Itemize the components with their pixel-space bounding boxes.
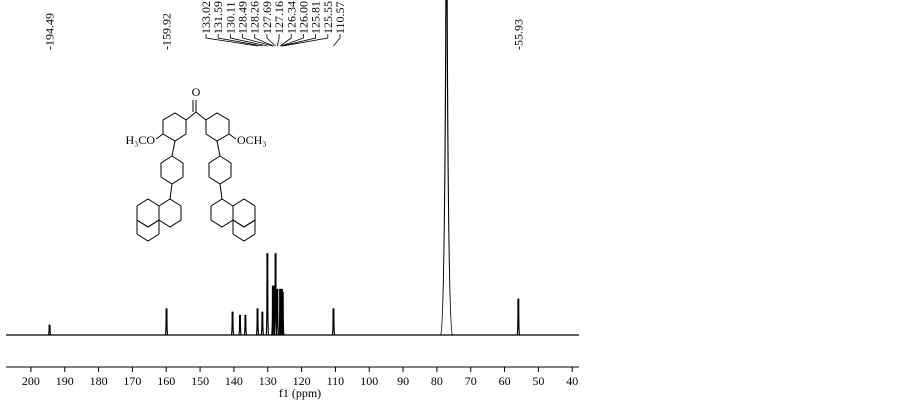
- peak: [243, 314, 248, 336]
- peak: [331, 308, 336, 336]
- leader-line: [333, 34, 341, 47]
- peak-label: 131.59: [211, 1, 225, 34]
- x-tick-label: 100: [360, 374, 378, 388]
- x-tick-label: 80: [431, 374, 443, 388]
- peak: [255, 308, 260, 336]
- leader-line: [276, 34, 280, 47]
- x-tick-label: 170: [123, 374, 141, 388]
- plot: [6, 0, 579, 336]
- peak-label: 125.81: [309, 1, 323, 34]
- peak-label: 126.34: [284, 1, 298, 34]
- x-tick-label: 90: [397, 374, 409, 388]
- peak-label: 125.55: [321, 1, 335, 34]
- x-tick-label: 180: [90, 374, 108, 388]
- peak: [260, 311, 265, 336]
- peak: [265, 253, 270, 336]
- structure-label: H₃CO: [125, 133, 155, 147]
- peak: [164, 308, 169, 336]
- peak: [238, 314, 242, 336]
- peak-label: 127.69: [260, 1, 274, 34]
- structure-label: O: [192, 85, 201, 99]
- peak-label: 110.57: [333, 1, 347, 34]
- peak: [281, 292, 285, 336]
- leader-line: [266, 34, 276, 47]
- leader-line: [254, 34, 274, 47]
- x-tick-label: 110: [327, 374, 345, 388]
- leader-line: [282, 34, 329, 47]
- x-tick-label: 190: [56, 374, 74, 388]
- x-tick-label: 70: [465, 374, 477, 388]
- x-tick-label: 200: [22, 374, 40, 388]
- x-axis-label: f1 (ppm): [279, 386, 321, 400]
- peak-label: 128.49: [236, 1, 250, 34]
- leader-line: [281, 34, 317, 47]
- leader-line: [217, 34, 263, 47]
- leader-line: [242, 34, 273, 47]
- x-tick-label: 160: [157, 374, 175, 388]
- peak-label: 128.26: [248, 1, 262, 34]
- peak: [47, 324, 52, 336]
- peak: [439, 0, 454, 336]
- peak-label: 126.00: [296, 1, 310, 34]
- x-tick-label: 120: [293, 374, 311, 388]
- peak: [275, 288, 280, 336]
- structure-label: OCH₃: [237, 133, 267, 147]
- peak-label: 127.16: [272, 1, 286, 34]
- peak-label: -159.92: [160, 13, 174, 50]
- structure: O H₃CO OCH₃: [125, 85, 267, 242]
- x-tick-label: 60: [499, 374, 511, 388]
- leader-line: [279, 34, 292, 47]
- x-tick-label: 130: [259, 374, 277, 388]
- peak: [230, 311, 235, 336]
- peak-label: -194.49: [43, 13, 57, 50]
- x-tick-label: 140: [225, 374, 243, 388]
- leader-line: [229, 34, 268, 47]
- x-tick-label: 150: [191, 374, 209, 388]
- peak-label: 133.02: [199, 1, 213, 34]
- leader-line: [205, 34, 258, 47]
- peak-label: 130.11: [223, 1, 237, 34]
- leader-line: [281, 34, 304, 47]
- x-tick-label: 40: [566, 374, 578, 388]
- peak-label: -55.93: [511, 19, 525, 50]
- peak: [516, 298, 521, 336]
- x-tick-label: 50: [532, 374, 544, 388]
